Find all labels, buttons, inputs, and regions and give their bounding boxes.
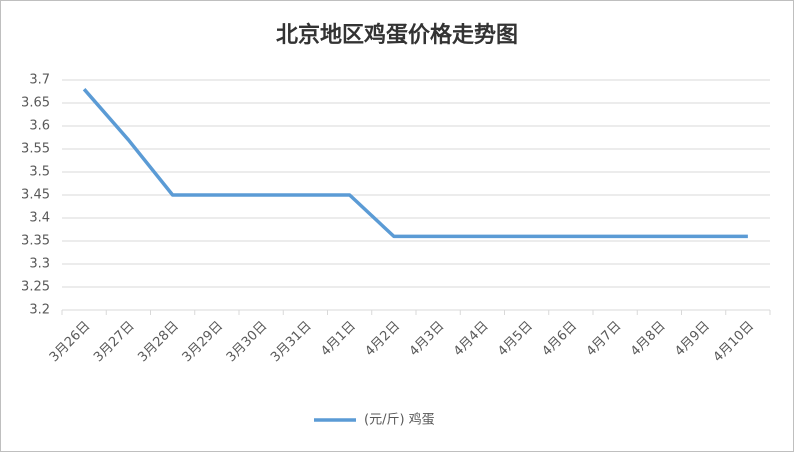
y-tick-label: 3.6 [29,119,50,134]
y-tick-label: 3.45 [21,188,50,203]
y-tick-label: 3.65 [21,96,50,111]
line-series [82,88,748,239]
y-tick-label: 3.5 [29,165,50,180]
y-tick-label: 3.4 [29,211,50,226]
y-tick-label: 3.2 [29,303,50,318]
y-tick-label: 3.3 [29,257,50,272]
chart-title: 北京地区鸡蛋价格走势图 [276,22,518,48]
y-tick-label: 3.7 [29,73,50,88]
legend-label: (元/斤) 鸡蛋 [364,412,435,428]
y-tick-label: 3.35 [21,234,50,249]
y-tick-label: 3.25 [21,280,50,295]
y-tick-label: 3.55 [21,142,50,157]
